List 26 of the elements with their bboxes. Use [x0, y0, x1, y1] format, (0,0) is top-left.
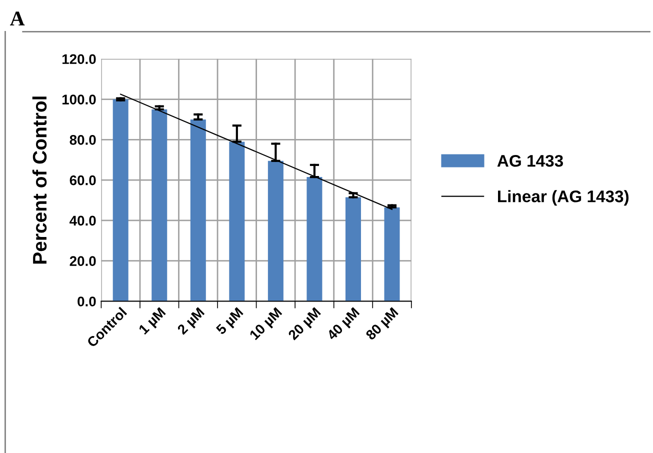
x-tick-label: 1 µM — [138, 307, 168, 337]
bar — [190, 119, 206, 302]
bar — [384, 207, 400, 302]
legend-label: AG 1433 — [497, 154, 564, 167]
text: A — [10, 12, 25, 26]
x-tick-label: 5 µM — [216, 307, 246, 337]
x-tick-label: 2 µM — [176, 307, 207, 337]
y-tick-label: 0.0 — [78, 296, 96, 306]
x-tick-label: 20 µM — [288, 307, 323, 342]
bar — [229, 142, 245, 302]
bar — [112, 99, 128, 302]
bar — [306, 177, 322, 302]
y-tick-label: 60.0 — [70, 175, 96, 186]
bar — [152, 109, 168, 302]
y-axis-title: Percent of Control — [32, 96, 47, 264]
y-tick-label: 20.0 — [70, 256, 96, 266]
y-tick-label: 80.0 — [70, 135, 96, 145]
legend-label: Linear (AG 1433) — [498, 190, 629, 206]
y-tick-label: 100.0 — [62, 94, 96, 104]
bar — [268, 160, 284, 302]
bar — [345, 197, 361, 302]
x-tick-label: 40 µM — [326, 307, 362, 343]
x-tick-label: 80 µM — [365, 307, 401, 342]
x-tick-label: 10 µM — [249, 307, 284, 342]
y-tick-label: 120.0 — [62, 54, 96, 64]
y-tick-label: 40.0 — [70, 216, 96, 226]
